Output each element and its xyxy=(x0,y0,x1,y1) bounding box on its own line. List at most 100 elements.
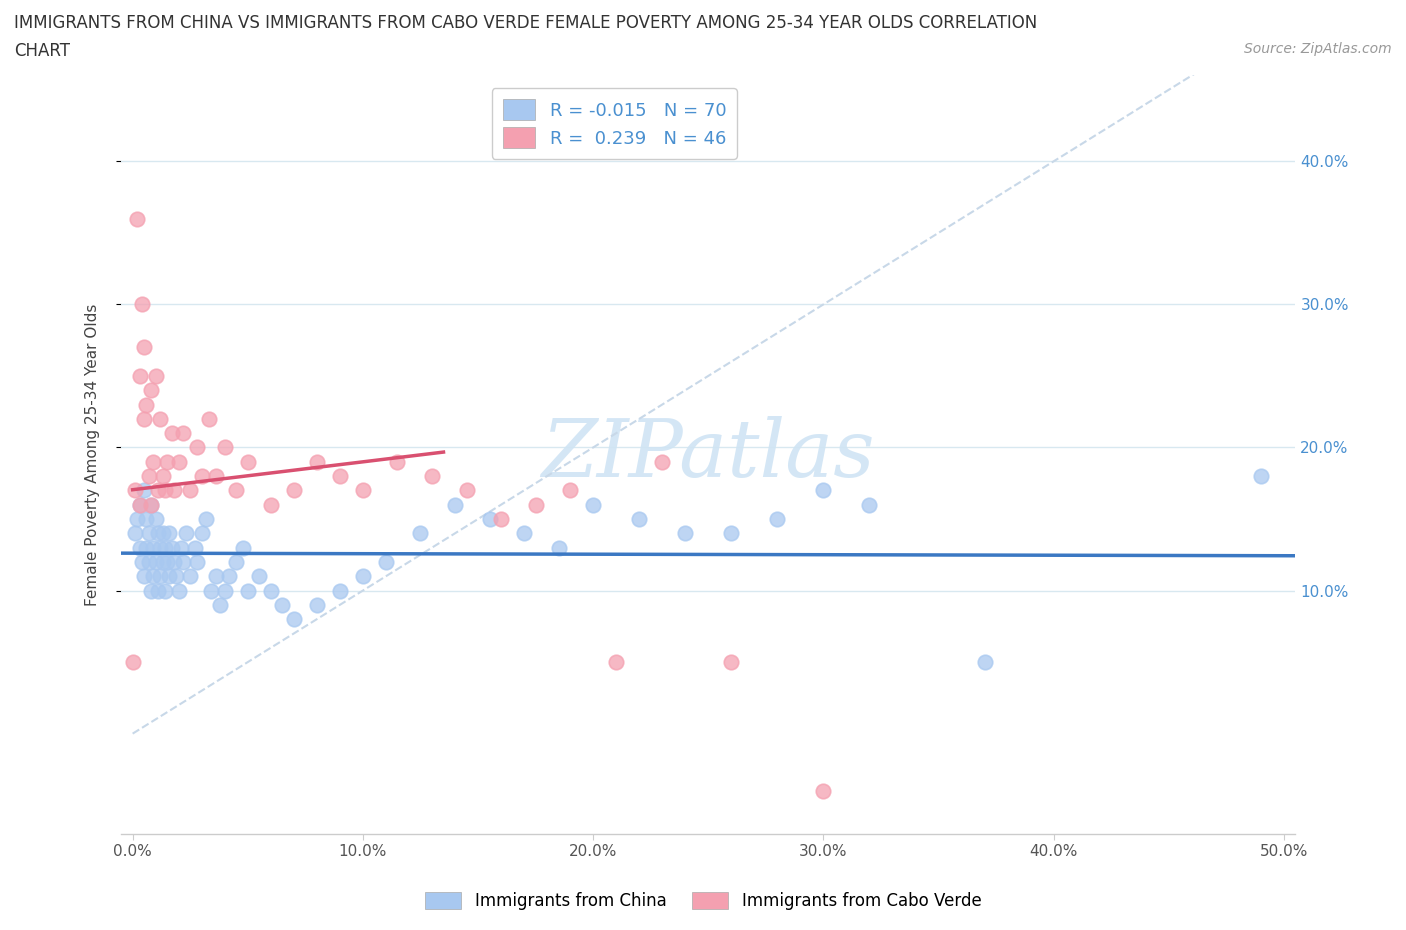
Point xyxy=(153,540,176,555)
Point xyxy=(172,554,194,569)
Point xyxy=(236,455,259,470)
Point xyxy=(524,498,547,512)
Point xyxy=(186,440,208,455)
Point xyxy=(135,397,157,412)
Point xyxy=(547,540,569,555)
Point xyxy=(156,455,179,470)
Text: IMMIGRANTS FROM CHINA VS IMMIGRANTS FROM CABO VERDE FEMALE POVERTY AMONG 25-34 Y: IMMIGRANTS FROM CHINA VS IMMIGRANTS FROM… xyxy=(14,14,1038,32)
Point xyxy=(489,512,512,526)
Point xyxy=(172,426,194,441)
Point xyxy=(167,455,190,470)
Point xyxy=(167,583,190,598)
Point xyxy=(283,483,305,498)
Point xyxy=(387,455,409,470)
Point xyxy=(628,512,651,526)
Point xyxy=(214,583,236,598)
Legend: R = -0.015   N = 70, R =  0.239   N = 46: R = -0.015 N = 70, R = 0.239 N = 46 xyxy=(492,88,737,159)
Point xyxy=(195,512,218,526)
Point xyxy=(142,540,165,555)
Point xyxy=(225,483,247,498)
Point xyxy=(283,612,305,627)
Point xyxy=(409,525,432,540)
Point xyxy=(163,554,186,569)
Point xyxy=(146,483,169,498)
Point xyxy=(139,498,162,512)
Point xyxy=(127,211,149,226)
Point xyxy=(184,540,207,555)
Point xyxy=(145,554,167,569)
Point xyxy=(204,469,226,484)
Point xyxy=(138,469,160,484)
Point xyxy=(145,368,167,383)
Point xyxy=(160,426,183,441)
Point xyxy=(190,525,212,540)
Point xyxy=(305,597,328,612)
Point xyxy=(260,583,283,598)
Text: ZIPatlas: ZIPatlas xyxy=(541,416,875,494)
Point xyxy=(200,583,222,598)
Point xyxy=(142,455,165,470)
Point xyxy=(720,525,742,540)
Point xyxy=(124,483,146,498)
Point xyxy=(209,597,232,612)
Point xyxy=(149,540,172,555)
Point xyxy=(153,583,176,598)
Point xyxy=(153,483,176,498)
Point xyxy=(149,569,172,584)
Point xyxy=(128,540,150,555)
Point xyxy=(128,498,150,512)
Legend: Immigrants from China, Immigrants from Cabo Verde: Immigrants from China, Immigrants from C… xyxy=(418,885,988,917)
Point xyxy=(152,469,174,484)
Point xyxy=(260,498,283,512)
Y-axis label: Female Poverty Among 25-34 Year Olds: Female Poverty Among 25-34 Year Olds xyxy=(86,303,100,605)
Point xyxy=(134,411,156,426)
Point xyxy=(131,297,153,312)
Point xyxy=(329,583,352,598)
Point xyxy=(152,525,174,540)
Point xyxy=(247,569,270,584)
Point xyxy=(560,483,582,498)
Point xyxy=(165,569,187,584)
Point xyxy=(152,554,174,569)
Point xyxy=(305,455,328,470)
Point xyxy=(420,469,443,484)
Point xyxy=(186,554,208,569)
Point xyxy=(329,469,352,484)
Point xyxy=(159,569,181,584)
Point xyxy=(582,498,605,512)
Point xyxy=(156,554,179,569)
Text: Source: ZipAtlas.com: Source: ZipAtlas.com xyxy=(1244,42,1392,56)
Point xyxy=(134,339,156,354)
Point xyxy=(135,540,157,555)
Point xyxy=(973,655,995,670)
Point xyxy=(179,569,201,584)
Point xyxy=(138,554,160,569)
Point xyxy=(813,783,835,798)
Point xyxy=(128,368,150,383)
Point xyxy=(513,525,536,540)
Point xyxy=(352,569,374,584)
Point xyxy=(146,583,169,598)
Point xyxy=(134,569,156,584)
Point xyxy=(142,569,165,584)
Point xyxy=(138,525,160,540)
Point xyxy=(858,498,880,512)
Point xyxy=(813,483,835,498)
Point xyxy=(605,655,627,670)
Point xyxy=(1250,469,1272,484)
Point xyxy=(174,525,197,540)
Point xyxy=(127,512,149,526)
Point xyxy=(159,525,181,540)
Point xyxy=(374,554,396,569)
Point xyxy=(139,583,162,598)
Point xyxy=(134,483,156,498)
Point xyxy=(720,655,742,670)
Point xyxy=(236,583,259,598)
Point xyxy=(146,525,169,540)
Point xyxy=(139,498,162,512)
Point xyxy=(766,512,789,526)
Point xyxy=(160,540,183,555)
Point xyxy=(145,512,167,526)
Point xyxy=(225,554,247,569)
Point xyxy=(197,411,219,426)
